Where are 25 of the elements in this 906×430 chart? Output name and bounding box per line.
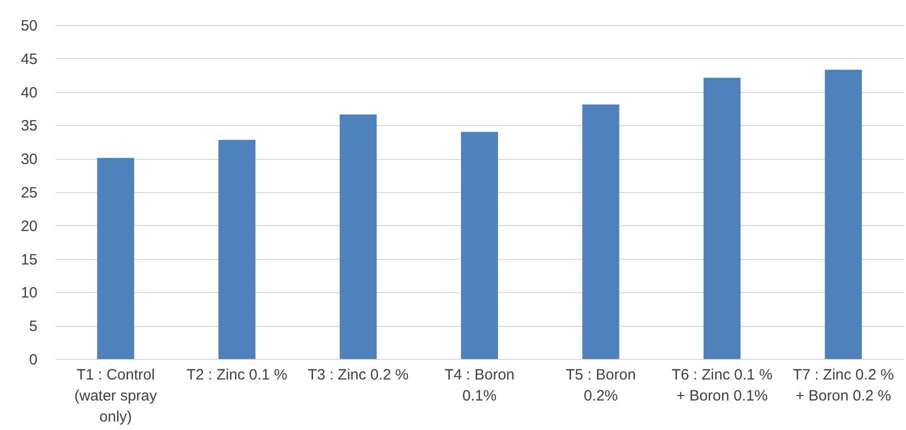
bar — [582, 104, 620, 359]
y-tick-label: 40 — [20, 84, 38, 102]
y-tick-label: 5 — [29, 318, 38, 336]
x-tick-label: T2 : Zinc 0.1 % — [186, 366, 288, 384]
bar — [704, 78, 741, 359]
y-tick-label: 15 — [20, 251, 38, 268]
y-tick-label: 50 — [20, 18, 38, 34]
x-tick-label: T5 : Boron 0.2% — [566, 366, 636, 404]
y-tick-label: 30 — [20, 151, 38, 168]
bar — [461, 132, 498, 359]
x-tick-label: T4 : Boron 0.1% — [444, 366, 515, 404]
x-tick-label: T6 : Zinc 0.1 % + Boron 0.1% — [672, 366, 773, 404]
y-tick-label: 20 — [20, 218, 38, 235]
bar — [218, 140, 256, 359]
y-tick-label: 0 — [29, 352, 38, 368]
y-tick-label: 25 — [20, 184, 38, 202]
y-tick-label: 35 — [20, 118, 38, 135]
bar — [824, 70, 862, 359]
x-tick-label: T1 : Control (water spray only) — [74, 366, 158, 426]
y-tick-label: 10 — [20, 284, 38, 302]
y-tick-label: 45 — [20, 50, 38, 68]
x-tick-label: T3 : Zinc 0.2 % — [308, 366, 409, 384]
x-tick-label: T7 : Zinc 0.2 % + Boron 0.2 % — [792, 366, 894, 404]
bar — [340, 114, 377, 359]
bar — [97, 158, 134, 359]
